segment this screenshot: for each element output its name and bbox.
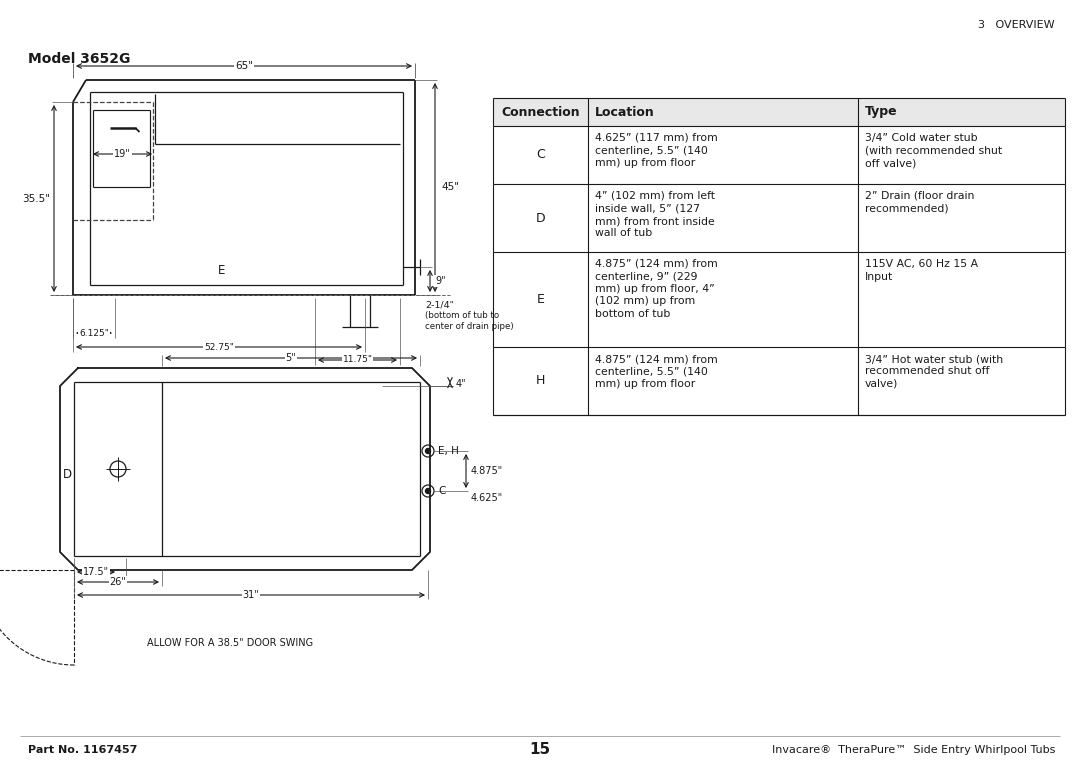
Text: Type: Type <box>865 105 897 119</box>
Text: centerline, 9” (229: centerline, 9” (229 <box>595 271 698 281</box>
Text: Model 3652G: Model 3652G <box>28 52 131 66</box>
Text: Part No. 1167457: Part No. 1167457 <box>28 745 137 755</box>
Text: (102 mm) up from: (102 mm) up from <box>595 296 696 306</box>
Text: mm) up from floor, 4”: mm) up from floor, 4” <box>595 284 715 294</box>
Bar <box>492 126 1065 184</box>
Text: 31": 31" <box>243 590 259 600</box>
Circle shape <box>426 488 431 494</box>
Text: 9": 9" <box>435 276 446 286</box>
Text: 45": 45" <box>441 183 459 193</box>
Text: E, H: E, H <box>438 446 459 456</box>
Text: 65": 65" <box>235 61 253 71</box>
Text: 52.75": 52.75" <box>204 342 234 351</box>
Text: 115V AC, 60 Hz 15 A: 115V AC, 60 Hz 15 A <box>865 259 978 269</box>
Text: recommended shut off: recommended shut off <box>865 367 989 376</box>
Text: centerline, 5.5” (140: centerline, 5.5” (140 <box>595 367 707 376</box>
Text: 3/4” Hot water stub (with: 3/4” Hot water stub (with <box>865 354 1003 364</box>
Text: 15: 15 <box>529 742 551 757</box>
Text: H: H <box>536 374 545 388</box>
Text: E: E <box>537 293 544 306</box>
Text: wall of tub: wall of tub <box>595 229 652 239</box>
Text: (with recommended shut: (with recommended shut <box>865 146 1002 155</box>
Text: valve): valve) <box>865 379 899 389</box>
Text: 3   OVERVIEW: 3 OVERVIEW <box>978 20 1055 30</box>
Text: mm) up from floor: mm) up from floor <box>595 379 696 389</box>
Text: Input: Input <box>865 271 893 281</box>
Text: 4” (102 mm) from left: 4” (102 mm) from left <box>595 191 715 201</box>
Text: 4.875” (124 mm) from: 4.875” (124 mm) from <box>595 354 718 364</box>
Text: mm) up from floor: mm) up from floor <box>595 158 696 168</box>
Text: recommended): recommended) <box>865 203 948 213</box>
Text: Location: Location <box>595 105 654 119</box>
Text: 4.875” (124 mm) from: 4.875” (124 mm) from <box>595 259 718 269</box>
Text: D: D <box>63 468 72 481</box>
Text: E: E <box>218 264 226 277</box>
Text: D: D <box>536 212 545 225</box>
Text: off valve): off valve) <box>865 158 916 168</box>
Text: 19": 19" <box>114 149 131 159</box>
Text: Invacare®  TheraPure™  Side Entry Whirlpool Tubs: Invacare® TheraPure™ Side Entry Whirlpoo… <box>771 745 1055 755</box>
Text: 5": 5" <box>285 353 296 363</box>
Bar <box>492 347 1065 415</box>
Text: 4.875": 4.875" <box>471 466 503 476</box>
Text: 4.625” (117 mm) from: 4.625” (117 mm) from <box>595 133 718 143</box>
Text: 6.125": 6.125" <box>79 328 109 338</box>
Bar <box>492 184 1065 252</box>
Text: 3/4” Cold water stub: 3/4” Cold water stub <box>865 133 977 143</box>
Text: center of drain pipe): center of drain pipe) <box>426 322 514 331</box>
Text: 26": 26" <box>109 577 126 587</box>
Text: C: C <box>536 149 545 162</box>
Text: 4.625": 4.625" <box>471 493 503 503</box>
Bar <box>492 98 1065 126</box>
Text: inside wall, 5” (127: inside wall, 5” (127 <box>595 203 700 213</box>
Text: 11.75": 11.75" <box>342 356 373 364</box>
Text: Connection: Connection <box>501 105 580 119</box>
Text: centerline, 5.5” (140: centerline, 5.5” (140 <box>595 146 707 155</box>
Circle shape <box>426 449 431 453</box>
Text: bottom of tub: bottom of tub <box>595 309 671 319</box>
Text: 2-1/4": 2-1/4" <box>426 300 454 309</box>
Text: 2” Drain (floor drain: 2” Drain (floor drain <box>865 191 974 201</box>
Text: (bottom of tub to: (bottom of tub to <box>426 311 499 320</box>
Text: mm) from front inside: mm) from front inside <box>595 216 715 226</box>
Bar <box>492 252 1065 347</box>
Text: 17.5": 17.5" <box>83 567 109 577</box>
Text: ALLOW FOR A 38.5" DOOR SWING: ALLOW FOR A 38.5" DOOR SWING <box>147 638 313 648</box>
Text: C: C <box>438 486 445 496</box>
Text: 4": 4" <box>456 379 467 389</box>
Text: 35.5": 35.5" <box>22 194 50 203</box>
